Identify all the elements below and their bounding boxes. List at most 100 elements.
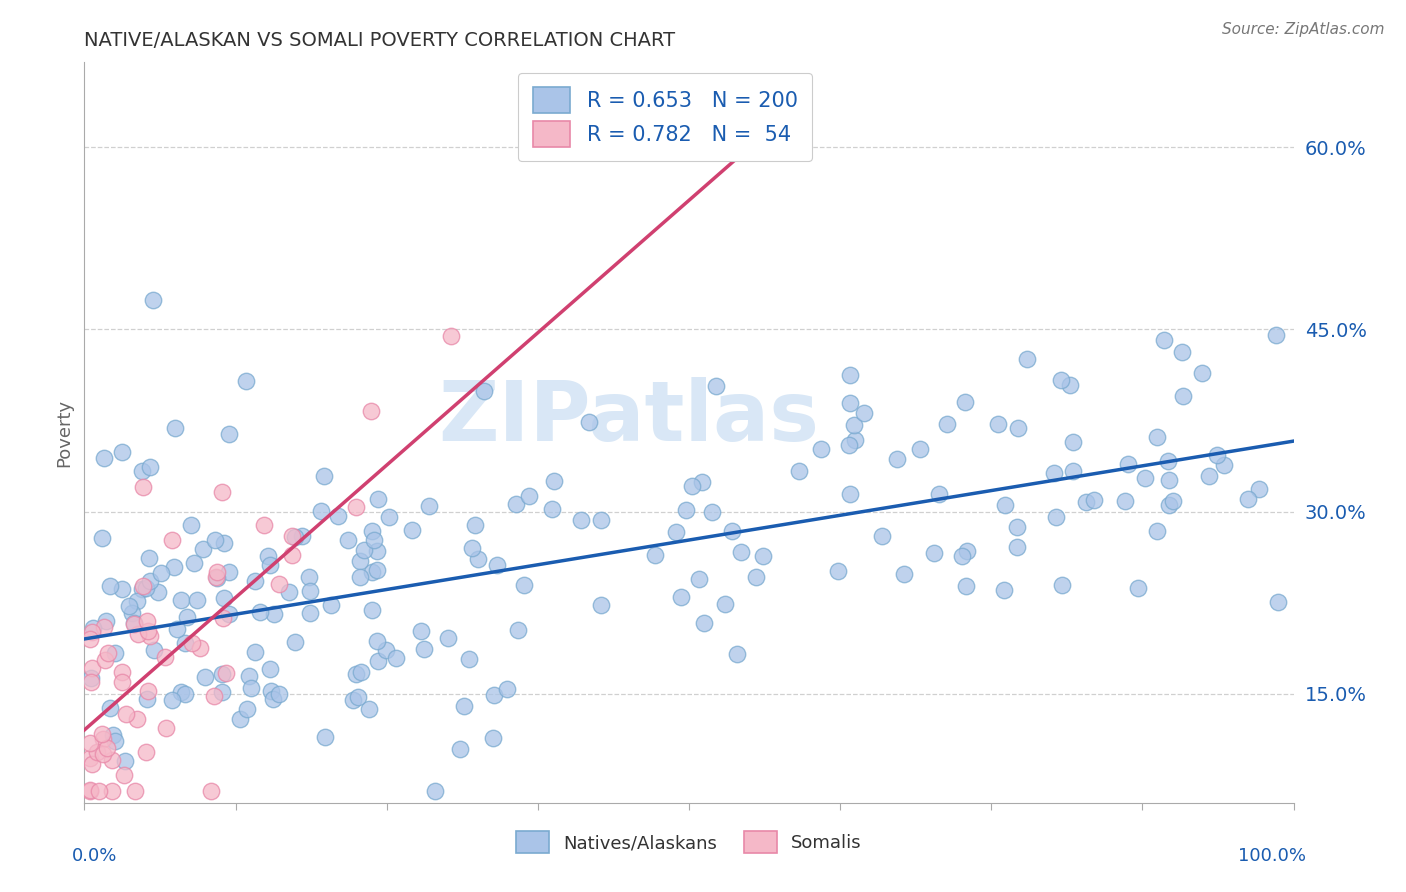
Point <box>111 582 134 596</box>
Point <box>180 518 202 533</box>
Point <box>700 505 723 519</box>
Point <box>730 545 752 559</box>
Point <box>838 487 860 501</box>
Point <box>298 606 321 620</box>
Point <box>160 693 183 707</box>
Point <box>1062 464 1084 478</box>
Point <box>423 783 446 797</box>
Point <box>457 652 479 666</box>
Point <box>366 563 388 577</box>
Point <box>127 627 149 641</box>
Point <box>924 546 946 560</box>
Point <box>359 702 381 716</box>
Point <box>104 734 127 748</box>
Point <box>928 486 950 500</box>
Point <box>212 536 235 550</box>
Point <box>181 636 204 650</box>
Point <box>385 651 408 665</box>
Point <box>378 510 401 524</box>
Point <box>1114 494 1136 508</box>
Point <box>136 614 159 628</box>
Point <box>418 499 440 513</box>
Point <box>269 687 291 701</box>
Point <box>298 583 321 598</box>
Point <box>135 581 157 595</box>
Point <box>281 529 304 543</box>
Point <box>98 579 121 593</box>
Point <box>374 642 396 657</box>
Point <box>706 378 728 392</box>
Point <box>347 690 370 705</box>
Point <box>1237 491 1260 506</box>
Point <box>1159 473 1181 487</box>
Point <box>86 745 108 759</box>
Legend: Natives/Alaskans, Somalis: Natives/Alaskans, Somalis <box>509 824 869 861</box>
Point <box>953 394 976 409</box>
Point <box>908 442 931 457</box>
Point <box>103 728 125 742</box>
Point <box>886 452 908 467</box>
Point <box>1206 448 1229 462</box>
Point <box>367 491 389 506</box>
Point <box>131 464 153 478</box>
Point <box>243 645 266 659</box>
Point <box>481 731 503 745</box>
Point <box>1083 493 1105 508</box>
Point <box>842 418 865 433</box>
Point <box>401 523 423 537</box>
Point <box>453 698 475 713</box>
Point <box>569 513 592 527</box>
Point <box>367 654 389 668</box>
Point <box>136 684 159 698</box>
Point <box>122 617 145 632</box>
Point <box>96 740 118 755</box>
Point <box>163 559 186 574</box>
Point <box>1153 333 1175 347</box>
Point <box>153 650 176 665</box>
Point <box>543 474 565 488</box>
Point <box>204 533 226 547</box>
Point <box>91 727 114 741</box>
Point <box>110 674 132 689</box>
Point <box>281 548 304 562</box>
Point <box>79 783 101 797</box>
Point <box>138 551 160 566</box>
Point <box>236 702 259 716</box>
Point <box>721 524 744 538</box>
Point <box>166 622 188 636</box>
Point <box>681 479 703 493</box>
Point <box>259 662 281 676</box>
Point <box>218 427 240 442</box>
Point <box>342 693 364 707</box>
Point <box>79 751 101 765</box>
Point <box>336 533 359 547</box>
Point <box>253 518 276 533</box>
Point <box>91 747 114 762</box>
Point <box>218 566 240 580</box>
Point <box>1146 430 1168 444</box>
Point <box>80 671 103 685</box>
Point <box>186 592 208 607</box>
Point <box>239 681 262 695</box>
Point <box>143 643 166 657</box>
Point <box>589 599 612 613</box>
Point <box>675 503 697 517</box>
Point <box>688 573 710 587</box>
Point <box>260 684 283 698</box>
Point <box>1043 467 1066 481</box>
Point <box>291 529 314 543</box>
Point <box>82 621 104 635</box>
Point <box>344 500 367 515</box>
Point <box>311 503 333 517</box>
Point <box>413 642 436 657</box>
Point <box>484 688 506 702</box>
Point <box>80 661 103 675</box>
Point <box>955 544 977 558</box>
Point <box>257 549 280 563</box>
Point <box>97 646 120 660</box>
Point <box>839 368 862 382</box>
Point <box>114 754 136 768</box>
Point <box>578 415 600 429</box>
Point <box>1050 578 1073 592</box>
Point <box>277 585 299 599</box>
